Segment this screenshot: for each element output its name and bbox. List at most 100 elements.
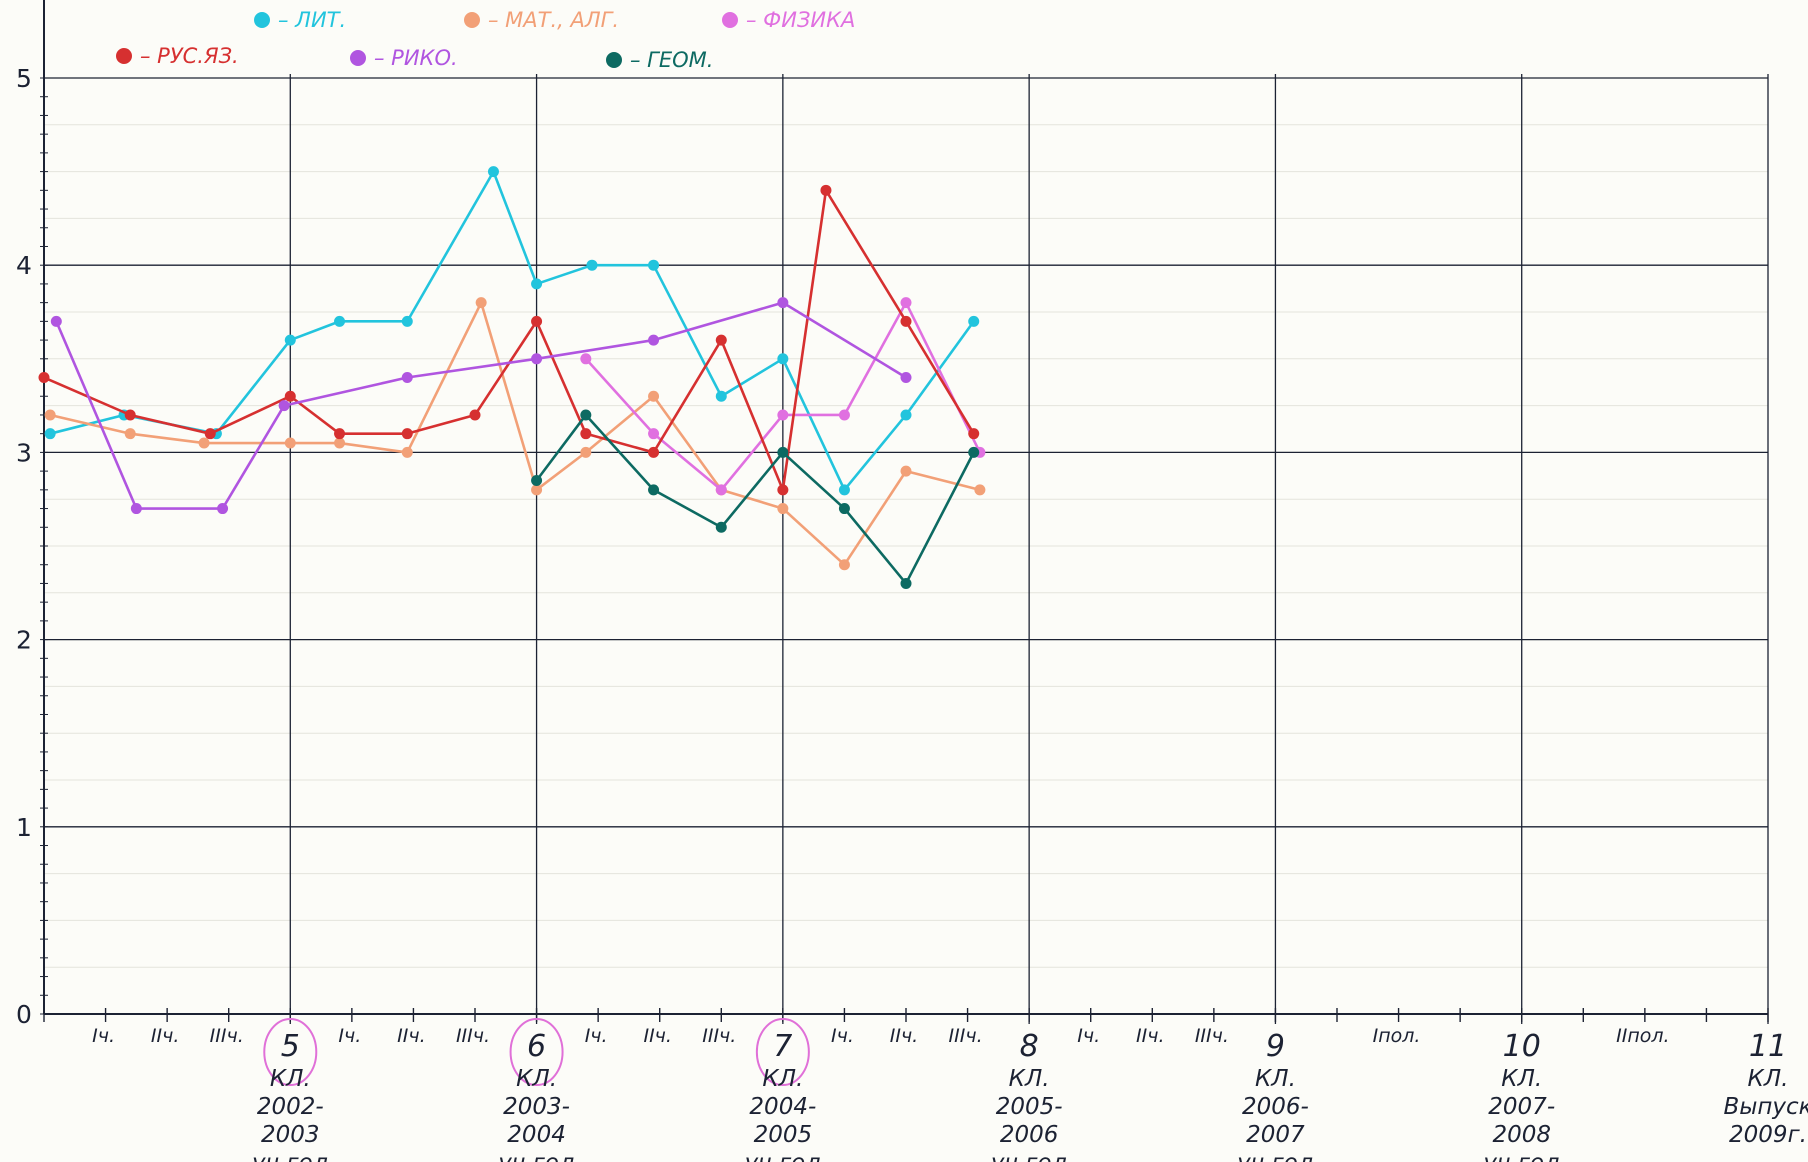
year-label-line: уч.год — [1236, 1150, 1314, 1162]
x-axis-labels: Iч. IIч. IIIч. Iч. IIч. IIIч. Iч. IIч. IIIч. Iч. I… — [92, 1018, 1808, 1162]
grade-circle — [509, 1018, 564, 1086]
year-label-line: 2007 — [1246, 1122, 1305, 1148]
data-point — [401, 315, 413, 327]
data-point — [334, 437, 346, 449]
data-point — [580, 353, 592, 365]
year-label-line: 2005 — [754, 1122, 813, 1148]
year-label-line: уч.год — [251, 1150, 329, 1162]
year-label-line: Выпуск — [1723, 1094, 1808, 1120]
data-point — [586, 259, 598, 271]
data-point — [838, 503, 850, 515]
data-series — [38, 166, 986, 589]
grade-circle — [263, 1018, 318, 1086]
series-line — [48, 301, 982, 567]
legend-label: – ЛИТ. — [278, 8, 346, 32]
axes: 0 1 2 3 4 5 — [16, 0, 1769, 1029]
data-point — [838, 409, 850, 421]
year-label-line: уч.год — [744, 1150, 822, 1162]
y-tick-label: 4 — [16, 251, 32, 280]
data-point — [648, 259, 660, 271]
legend-marker — [722, 12, 738, 28]
data-point — [838, 559, 850, 571]
data-point — [648, 484, 660, 496]
x-tick-label: IIIч. — [456, 1025, 490, 1047]
data-point — [838, 484, 850, 496]
data-point — [777, 446, 789, 458]
data-point — [401, 372, 413, 384]
year-label-line: 2006 — [1000, 1122, 1059, 1148]
data-point — [900, 372, 912, 384]
x-tick-label: IIIч. — [1195, 1025, 1229, 1047]
year-label-line: 2007- — [1488, 1094, 1555, 1120]
x-tick-label: IIIч. — [702, 1025, 736, 1047]
legend-label: – ФИЗИКА — [746, 8, 855, 32]
data-point — [968, 446, 980, 458]
data-point — [777, 503, 789, 515]
y-tick-label: 5 — [16, 64, 32, 93]
data-point — [900, 315, 912, 327]
data-point — [777, 353, 789, 365]
year-label-line: КЛ. — [516, 1066, 557, 1092]
year-label-line: 2008 — [1492, 1122, 1551, 1148]
grade-label: 10 — [1503, 1029, 1541, 1064]
data-point — [580, 446, 592, 458]
x-tick-label: Iч. — [92, 1025, 115, 1047]
data-point — [284, 334, 296, 346]
data-point — [648, 334, 660, 346]
legend-marker — [464, 12, 480, 28]
data-point — [130, 503, 142, 515]
year-label-line: 2002- — [257, 1094, 324, 1120]
x-tick-label: IIч. — [151, 1025, 179, 1047]
year-label-line: КЛ. — [762, 1066, 803, 1092]
data-point — [284, 390, 296, 402]
year-label-line: 2004 — [507, 1122, 566, 1148]
data-point — [531, 353, 543, 365]
legend-marker — [350, 50, 366, 66]
x-tick-label: Iч. — [1077, 1025, 1100, 1047]
grade-circle — [755, 1018, 810, 1086]
data-point — [50, 315, 62, 327]
year-label-line: КЛ. — [1501, 1066, 1542, 1092]
data-point — [401, 446, 413, 458]
data-point — [974, 484, 986, 496]
year-label-line: 2005- — [996, 1094, 1063, 1120]
data-point — [580, 428, 592, 440]
data-point — [204, 428, 216, 440]
year-label-line: уч.год — [497, 1150, 575, 1162]
x-tick-label: IIч. — [643, 1025, 671, 1047]
x-tick-label: IIIч. — [949, 1025, 983, 1047]
data-point — [469, 409, 481, 421]
legend-marker — [116, 48, 132, 64]
x-tick-label: Iч. — [831, 1025, 854, 1047]
y-tick-label: 1 — [16, 813, 32, 842]
data-point — [715, 521, 727, 533]
x-tick-label: IIч. — [1136, 1025, 1164, 1047]
x-tick-label: IIч. — [890, 1025, 918, 1047]
data-point — [487, 166, 499, 178]
legend-marker — [254, 12, 270, 28]
legend-marker — [606, 52, 622, 68]
year-label-line: КЛ. — [1255, 1066, 1296, 1092]
data-point — [531, 278, 543, 290]
data-point — [820, 184, 832, 196]
data-point — [648, 428, 660, 440]
y-tick-label: 3 — [16, 438, 32, 467]
legend-label: – МАТ., АЛГ. — [488, 8, 619, 32]
data-point — [715, 484, 727, 496]
data-point — [44, 409, 56, 421]
data-point — [401, 428, 413, 440]
data-point — [198, 437, 210, 449]
x-tick-label: Iпол. — [1373, 1025, 1421, 1047]
year-label-line: КЛ. — [270, 1066, 311, 1092]
legend-label: – ГЕОМ. — [630, 48, 713, 72]
data-point — [900, 297, 912, 309]
grade-label: 7 — [773, 1029, 792, 1064]
data-point — [531, 474, 543, 486]
y-tick-label: 2 — [16, 626, 32, 655]
year-label-line: уч.год — [990, 1150, 1068, 1162]
year-label-line: 2006- — [1242, 1094, 1309, 1120]
year-label-line: КЛ. — [1009, 1066, 1050, 1092]
year-label-line: 2004- — [749, 1094, 816, 1120]
data-point — [777, 409, 789, 421]
data-point — [900, 409, 912, 421]
